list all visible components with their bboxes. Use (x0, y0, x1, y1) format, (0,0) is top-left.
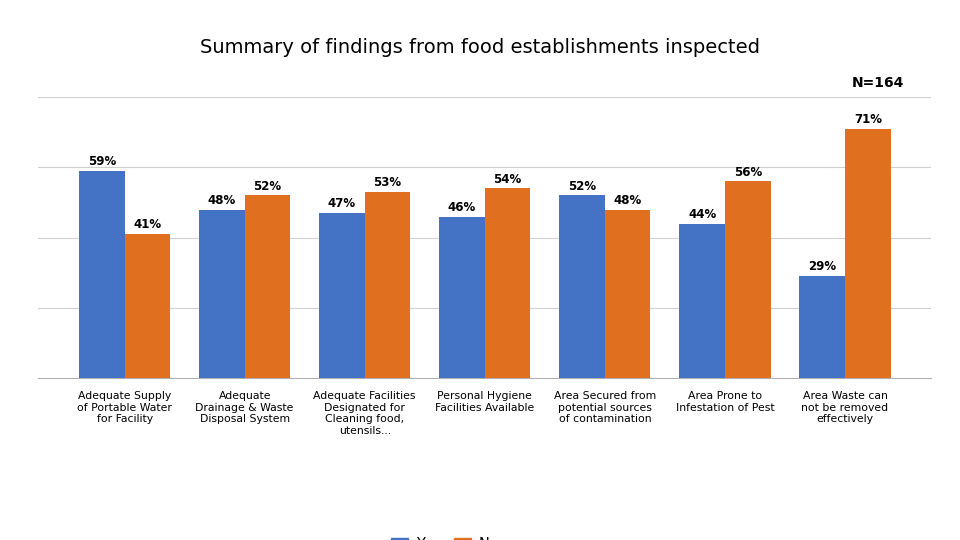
Text: 48%: 48% (207, 194, 236, 207)
Bar (79, 171, 125, 378)
Bar (485, 188, 531, 378)
Text: 54%: 54% (493, 173, 521, 186)
Bar (365, 192, 410, 378)
Bar (199, 210, 245, 378)
Bar (560, 195, 605, 378)
Bar (125, 234, 170, 378)
Text: 52%: 52% (568, 180, 596, 193)
Text: 48%: 48% (613, 194, 642, 207)
Legend: Yes, No: Yes, No (385, 531, 504, 540)
Bar (725, 181, 771, 378)
Text: Summary of findings from food establishments inspected: Summary of findings from food establishm… (200, 38, 760, 57)
Bar (245, 195, 290, 378)
Text: 56%: 56% (733, 166, 762, 179)
Text: 52%: 52% (253, 180, 281, 193)
Text: 47%: 47% (328, 197, 356, 210)
Bar (605, 210, 651, 378)
Text: 44%: 44% (688, 208, 716, 221)
Text: 53%: 53% (373, 176, 401, 189)
Bar (319, 213, 365, 378)
Bar (680, 224, 725, 378)
Text: N=164: N=164 (852, 76, 903, 90)
Text: 29%: 29% (808, 260, 836, 273)
Text: 71%: 71% (853, 113, 882, 126)
Text: 59%: 59% (87, 155, 116, 168)
Bar (800, 276, 845, 378)
Text: 46%: 46% (448, 201, 476, 214)
Bar (845, 129, 891, 378)
Bar (439, 217, 485, 378)
Text: 41%: 41% (133, 218, 161, 231)
